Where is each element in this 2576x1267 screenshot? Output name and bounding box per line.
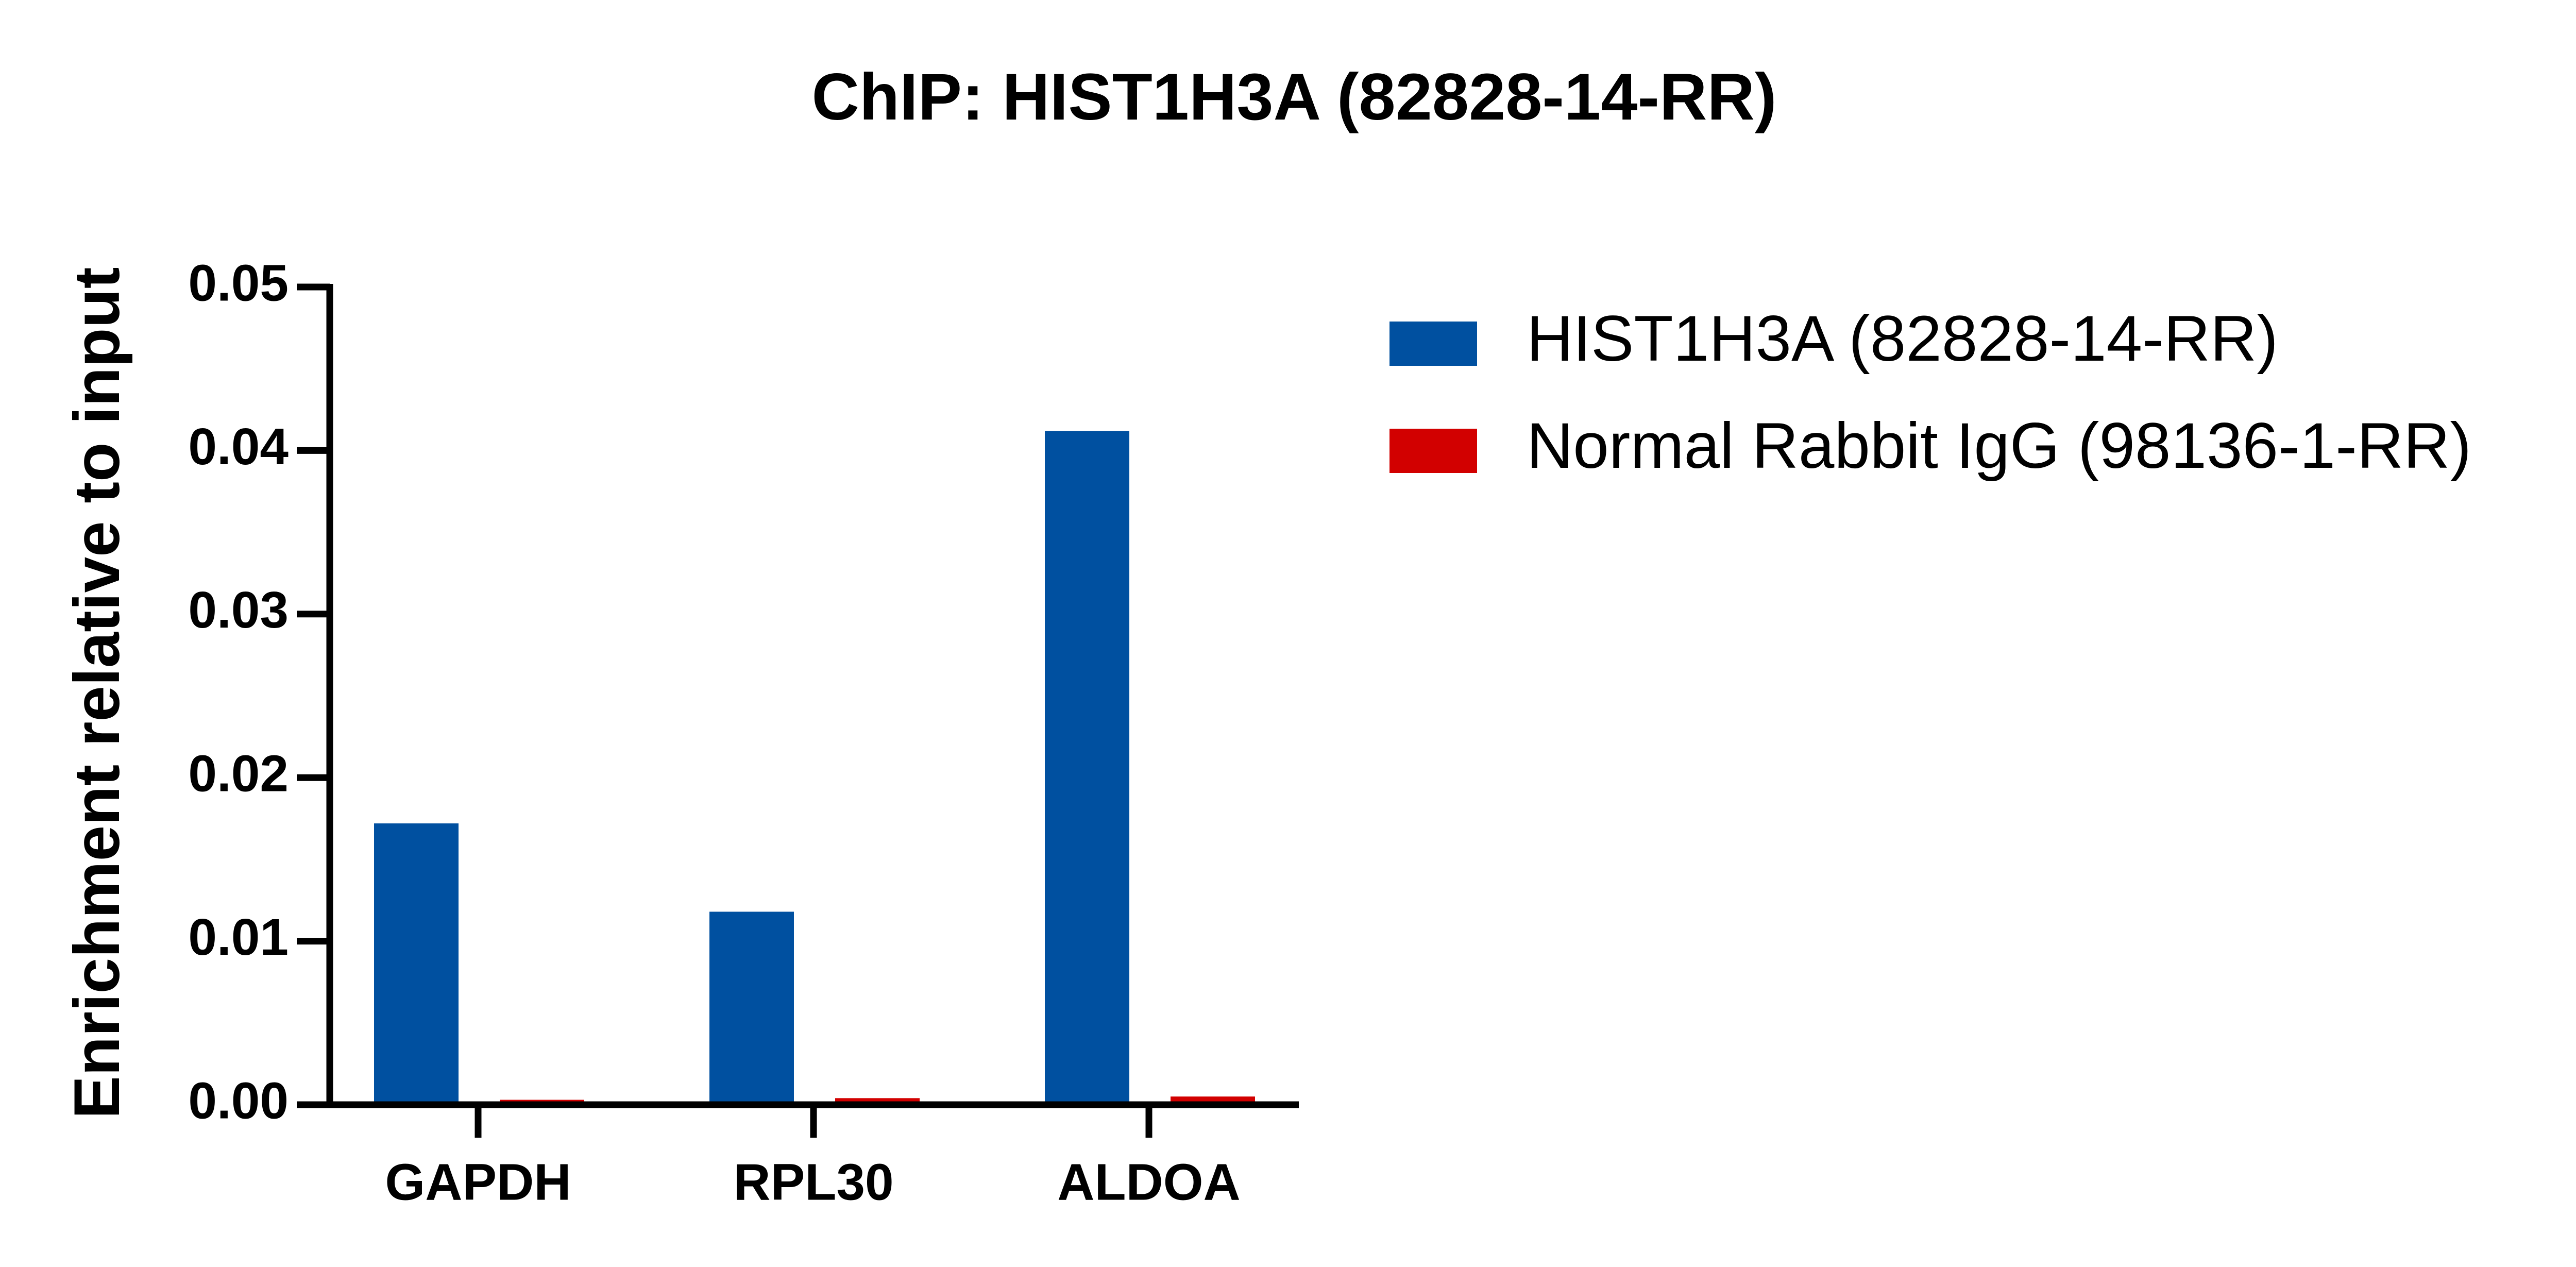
chart-title: ChIP: HIST1H3A (82828-14-RR) [811, 60, 1776, 134]
legend-swatch [1389, 322, 1477, 366]
x-tick-label: RPL30 [733, 1153, 893, 1211]
legend-swatch [1389, 429, 1477, 473]
y-tick-label: 0.00 [188, 1072, 289, 1129]
y-tick-label: 0.04 [188, 418, 289, 476]
y-axis-label: Enrichment relative to input [61, 267, 133, 1119]
x-tick-label: ALDOA [1057, 1153, 1241, 1211]
legend-label: Normal Rabbit IgG (98136-1-RR) [1527, 410, 2471, 482]
y-tick-label: 0.05 [188, 254, 289, 312]
y-tick-label: 0.03 [188, 581, 289, 639]
y-tick-label: 0.01 [188, 908, 289, 966]
bar [374, 823, 459, 1105]
bar [709, 911, 794, 1105]
x-tick-label: GAPDH [385, 1153, 571, 1211]
legend-label: HIST1H3A (82828-14-RR) [1527, 303, 2278, 375]
bar [1045, 431, 1129, 1105]
y-tick-label: 0.02 [188, 745, 289, 803]
